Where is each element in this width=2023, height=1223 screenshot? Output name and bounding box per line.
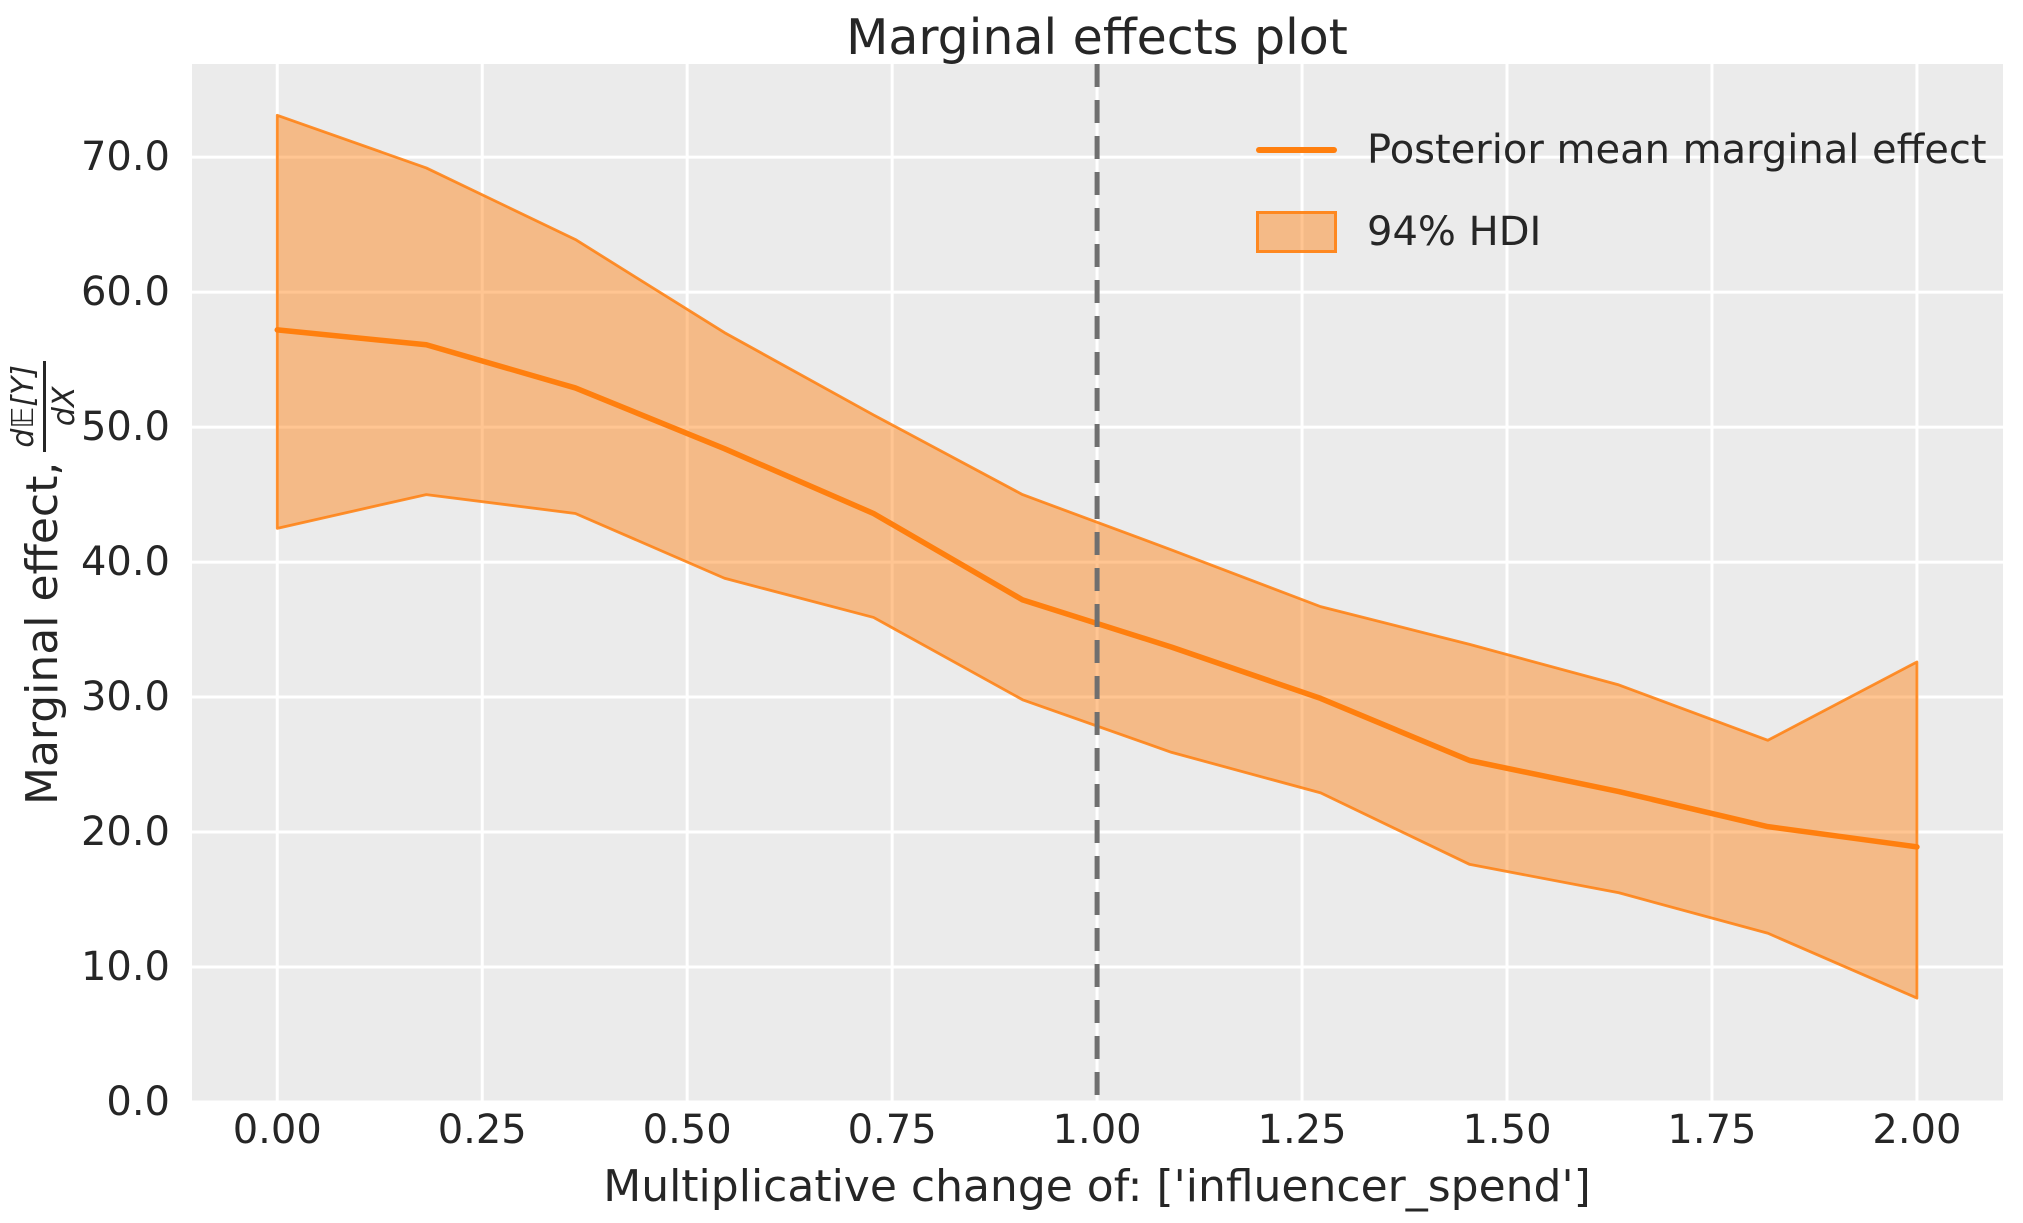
y-tick-label: 70.0 <box>81 134 170 180</box>
y-tick-label: 10.0 <box>81 944 170 990</box>
x-tick-label: 2.00 <box>1872 1107 1961 1153</box>
x-tick-label: 1.50 <box>1462 1107 1551 1153</box>
y-axis-label-fraction: d𝔼[Y] dX <box>6 360 82 452</box>
hdi-band <box>275 113 1919 1000</box>
x-tick-label: 1.00 <box>1053 1107 1142 1153</box>
y-axis-label: Marginal effect, d𝔼[Y] dX <box>6 360 82 806</box>
chart-title: Marginal effects plot <box>846 9 1348 66</box>
legend-entry-hdi: 94% HDI <box>1256 204 1987 260</box>
y-tick-label: 20.0 <box>81 809 170 855</box>
x-tick-label: 1.25 <box>1258 1107 1347 1153</box>
hdi-band-swatch <box>1256 211 1337 253</box>
fraction-denominator: dX <box>46 386 82 427</box>
y-tick-label: 0.0 <box>106 1079 170 1125</box>
y-tick-label: 50.0 <box>81 404 170 450</box>
mean-line-swatch <box>1256 147 1337 153</box>
legend-entry-mean: Posterior mean marginal effect <box>1256 122 1987 178</box>
legend-label-mean: Posterior mean marginal effect <box>1367 127 1987 173</box>
x-tick-label: 0.75 <box>848 1107 937 1153</box>
x-tick-label: 0.25 <box>438 1107 527 1153</box>
x-axis-label: Multiplicative change of: ['influencer_s… <box>603 1161 1591 1212</box>
y-tick-label: 40.0 <box>81 539 170 585</box>
y-axis-label-text: Marginal effect, <box>16 461 68 806</box>
x-tick-label: 0.00 <box>233 1107 322 1153</box>
x-tick-label: 1.75 <box>1667 1107 1756 1153</box>
plot-area: 0.0 10.0 20.0 30.0 40.0 50.0 60.0 70.0 0.00 0.25 0… <box>81 64 2003 1153</box>
y-tick-label: 60.0 <box>81 269 170 315</box>
fraction-numerator: d𝔼[Y] <box>6 360 46 452</box>
legend: Posterior mean marginal effect 94% HDI <box>1256 122 1987 260</box>
y-tick-label: 30.0 <box>81 674 170 720</box>
x-tick-label: 0.50 <box>643 1107 732 1153</box>
legend-label-hdi: 94% HDI <box>1367 209 1542 255</box>
